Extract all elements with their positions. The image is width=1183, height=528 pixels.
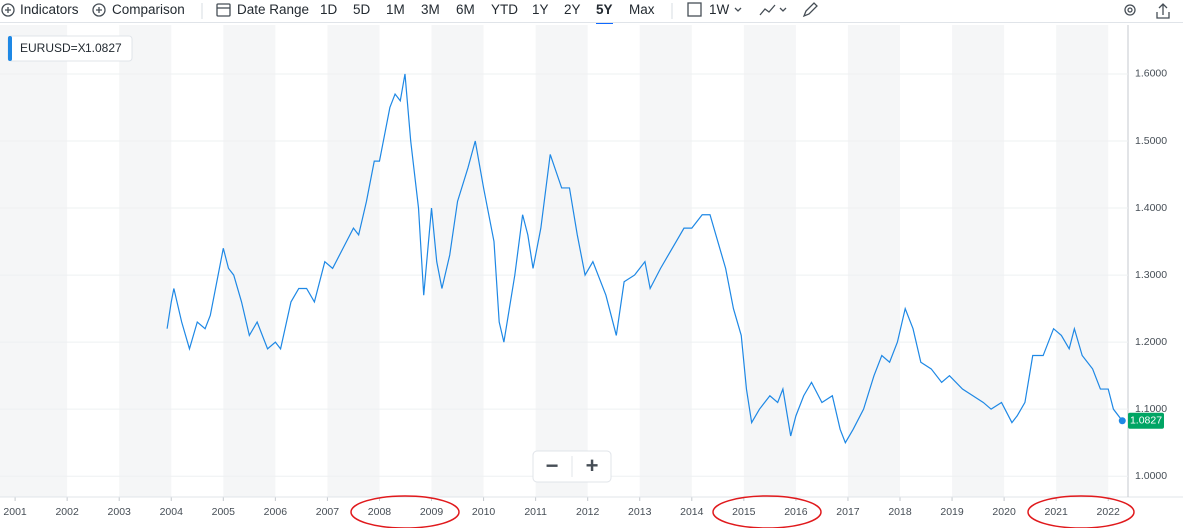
x-tick-label: 2006 bbox=[264, 506, 288, 518]
range-button[interactable]: 1Y bbox=[532, 2, 549, 17]
x-tick-label: 2009 bbox=[420, 506, 444, 518]
x-tick-label: 2001 bbox=[3, 506, 27, 518]
year-band bbox=[431, 25, 484, 497]
y-tick-label: 1.3000 bbox=[1135, 269, 1167, 281]
highlight-ellipse bbox=[712, 495, 822, 528]
year-band bbox=[119, 25, 172, 497]
zoom-out[interactable]: − bbox=[546, 453, 559, 478]
x-tick-label: 2002 bbox=[55, 506, 79, 518]
icon bbox=[5, 7, 11, 13]
x-tick-label: 2019 bbox=[940, 506, 964, 518]
legend-name: EURUSD=X bbox=[20, 41, 86, 55]
x-tick-label: 2015 bbox=[732, 506, 756, 518]
icon bbox=[1156, 3, 1170, 19]
price-tag bbox=[1128, 412, 1164, 429]
x-tick-label: 2008 bbox=[368, 506, 392, 518]
icon bbox=[96, 7, 102, 13]
date-range-button[interactable]: Date Range bbox=[237, 2, 310, 17]
x-tick-label: 2005 bbox=[212, 506, 236, 518]
background bbox=[0, 25, 1109, 497]
x-tick-label: 2017 bbox=[836, 506, 860, 518]
range-button[interactable]: 5Y bbox=[596, 0, 613, 24]
x-tick-label: 2020 bbox=[992, 506, 1016, 518]
x-tick-label: 2021 bbox=[1044, 506, 1068, 518]
range-button[interactable]: Max bbox=[629, 2, 655, 17]
range-button[interactable]: 6M bbox=[456, 2, 475, 17]
toolbar-icons bbox=[1, 2, 1170, 19]
x-tick-label: 2007 bbox=[316, 506, 340, 518]
zoom-in[interactable]: + bbox=[586, 453, 599, 478]
icon bbox=[759, 4, 787, 16]
range-button[interactable]: 2Y bbox=[564, 2, 581, 17]
year-band bbox=[639, 25, 692, 497]
legend-swatch bbox=[8, 36, 12, 61]
icon bbox=[734, 7, 742, 12]
x-tick-label: 2014 bbox=[680, 506, 704, 518]
interval-button[interactable]: 1W bbox=[709, 2, 730, 17]
x-tick-label: 2016 bbox=[784, 506, 808, 518]
y-tick-label: 1.1000 bbox=[1135, 403, 1167, 415]
y-tick-label: 1.4000 bbox=[1135, 202, 1167, 214]
icon bbox=[92, 3, 106, 17]
y-tick-label: 1.6000 bbox=[1135, 68, 1167, 80]
price-tag-label: 1.0827 bbox=[1130, 415, 1162, 427]
highlight-ellipse bbox=[1027, 495, 1135, 528]
year-band bbox=[223, 25, 276, 497]
annotations bbox=[350, 495, 1135, 528]
year-band bbox=[743, 25, 796, 497]
separator bbox=[201, 3, 673, 19]
comparison-button[interactable]: Comparison bbox=[112, 2, 185, 17]
range-button[interactable]: 1D bbox=[320, 2, 338, 17]
icon bbox=[1127, 7, 1133, 13]
y-tick-label: 1.0000 bbox=[1135, 470, 1167, 482]
indicators-button[interactable]: Indicators bbox=[20, 2, 79, 17]
x-tick-label: 2022 bbox=[1097, 506, 1121, 518]
icon bbox=[1, 3, 15, 17]
zoom-controls: − + bbox=[532, 450, 612, 483]
range-button[interactable]: 5D bbox=[353, 2, 371, 17]
last-point bbox=[1118, 417, 1126, 425]
range-button[interactable]: YTD bbox=[491, 2, 518, 17]
legend-value: 1.0827 bbox=[85, 41, 122, 55]
icon bbox=[216, 3, 231, 17]
plot: 2001 2002 2003 2004 2005 2006 2007 2008 2009 2010… bbox=[0, 25, 1183, 518]
year-band bbox=[1056, 25, 1109, 497]
x-tick-label: 2010 bbox=[472, 506, 496, 518]
year-band bbox=[0, 25, 68, 497]
x-tick-label: 2012 bbox=[576, 506, 600, 518]
x-tick-label: 2013 bbox=[628, 506, 652, 518]
icon bbox=[802, 2, 818, 18]
price-line bbox=[166, 73, 1123, 445]
year-band bbox=[535, 25, 588, 497]
icon bbox=[687, 2, 702, 17]
x-tick-label: 2011 bbox=[524, 506, 547, 518]
y-tick-label: 1.5000 bbox=[1135, 135, 1167, 147]
year-band bbox=[847, 25, 901, 497]
year-band bbox=[952, 25, 1005, 497]
x-tick-label: 2018 bbox=[888, 506, 912, 518]
x-tick-label: 2004 bbox=[160, 506, 184, 518]
icon bbox=[1124, 4, 1136, 16]
highlight-ellipse bbox=[350, 495, 460, 528]
x-tick-label: 2003 bbox=[108, 506, 132, 518]
toolbar-border bbox=[0, 22, 1183, 23]
legend: EURUSD=X 1.0827 bbox=[7, 35, 133, 62]
year-band bbox=[327, 25, 380, 497]
range-button[interactable]: 1M bbox=[386, 2, 405, 17]
range-button[interactable]: 3M bbox=[421, 2, 440, 17]
y-tick-label: 1.2000 bbox=[1135, 336, 1167, 348]
